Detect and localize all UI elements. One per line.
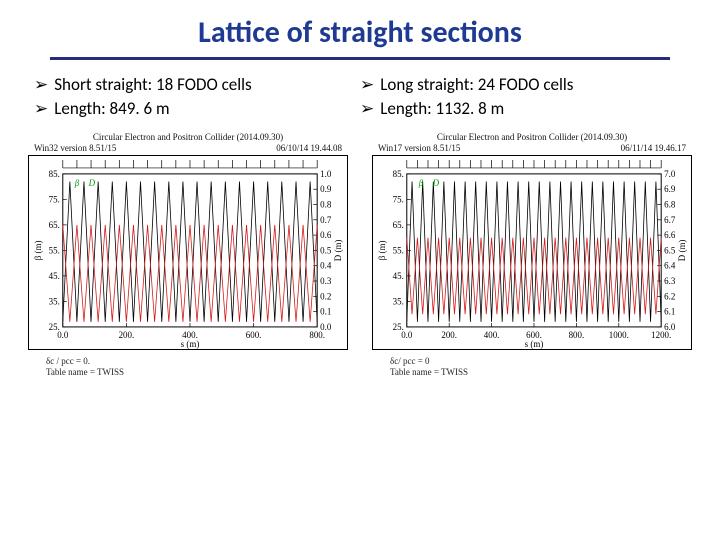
svg-text:6.6: 6.6 bbox=[664, 230, 676, 240]
bullet-item: ➢ Length: 849. 6 m bbox=[34, 98, 360, 120]
page-title: Lattice of straight sections bbox=[0, 0, 720, 51]
chart-header-line: 06/10/14 19.44.08 bbox=[276, 143, 342, 153]
svg-text:β: β bbox=[418, 178, 424, 188]
svg-text:β (m): β (m) bbox=[377, 240, 387, 260]
chart-svg: 25.35.45.55.65.75.85.6.06.16.26.36.46.56… bbox=[373, 156, 691, 350]
chart-svg: 25.35.45.55.65.75.85.0.00.10.20.30.40.50… bbox=[29, 156, 347, 350]
chart-header-line: Circular Electron and Positron Collider … bbox=[28, 132, 348, 142]
svg-text:85.: 85. bbox=[393, 169, 404, 179]
bullet-text: Length: 1132. 8 m bbox=[380, 98, 504, 120]
bullet-text: Long straight: 24 FODO cells bbox=[380, 74, 573, 96]
chart-plot-area: 25.35.45.55.65.75.85.0.00.10.20.30.40.50… bbox=[28, 155, 348, 350]
svg-text:55.: 55. bbox=[49, 245, 60, 255]
svg-text:85.: 85. bbox=[49, 169, 60, 179]
chart-header-line: Win32 version 8.51/15 bbox=[34, 143, 116, 153]
svg-text:1.0: 1.0 bbox=[320, 169, 332, 179]
bullets-row: ➢ Short straight: 18 FODO cells ➢ Length… bbox=[0, 74, 720, 122]
chart-plot-area: 25.35.45.55.65.75.85.6.06.16.26.36.46.56… bbox=[372, 155, 692, 350]
svg-text:0.7: 0.7 bbox=[320, 215, 332, 225]
svg-text:1200.: 1200. bbox=[651, 330, 671, 340]
svg-text:45.: 45. bbox=[393, 271, 404, 281]
svg-text:6.9: 6.9 bbox=[664, 184, 676, 194]
svg-text:75.: 75. bbox=[49, 194, 60, 204]
bullet-arrow-icon: ➢ bbox=[34, 98, 48, 120]
chart-footer-line: Table name = TWISS bbox=[390, 367, 692, 378]
chart-right: Circular Electron and Positron Collider … bbox=[372, 132, 692, 378]
bullet-arrow-icon: ➢ bbox=[360, 74, 374, 96]
chart-footer-line: Table name = TWISS bbox=[46, 367, 348, 378]
svg-text:0.2: 0.2 bbox=[320, 291, 331, 301]
svg-text:65.: 65. bbox=[393, 220, 404, 230]
svg-text:55.: 55. bbox=[393, 245, 404, 255]
chart-header-line: Circular Electron and Positron Collider … bbox=[372, 132, 692, 142]
title-underline bbox=[50, 57, 670, 60]
svg-text:600.: 600. bbox=[246, 330, 262, 340]
chart-footer-line: δc / pcc = 0. bbox=[46, 356, 348, 367]
bullet-arrow-icon: ➢ bbox=[34, 74, 48, 96]
svg-text:35.: 35. bbox=[393, 296, 404, 306]
chart-footer: δc/ pcc = 0 Table name = TWISS bbox=[372, 356, 692, 379]
svg-text:6.8: 6.8 bbox=[664, 199, 676, 209]
svg-text:6.7: 6.7 bbox=[664, 215, 676, 225]
svg-text:800.: 800. bbox=[569, 330, 585, 340]
svg-text:D: D bbox=[432, 178, 440, 188]
svg-text:D (m): D (m) bbox=[333, 239, 343, 261]
svg-text:200.: 200. bbox=[441, 330, 457, 340]
svg-text:45.: 45. bbox=[49, 271, 60, 281]
svg-text:0.9: 0.9 bbox=[320, 184, 332, 194]
svg-text:0.5: 0.5 bbox=[320, 245, 332, 255]
chart-footer: δc / pcc = 0. Table name = TWISS bbox=[28, 356, 348, 379]
svg-text:s (m): s (m) bbox=[181, 339, 200, 349]
bullet-arrow-icon: ➢ bbox=[360, 98, 374, 120]
bullets-left: ➢ Short straight: 18 FODO cells ➢ Length… bbox=[34, 74, 360, 122]
chart-footer-line: δc/ pcc = 0 bbox=[390, 356, 692, 367]
chart-header: Circular Electron and Positron Collider … bbox=[28, 132, 348, 153]
svg-text:800.: 800. bbox=[309, 330, 325, 340]
svg-text:D: D bbox=[88, 178, 96, 188]
svg-text:0.8: 0.8 bbox=[320, 199, 332, 209]
svg-text:0.3: 0.3 bbox=[320, 276, 332, 286]
bullet-item: ➢ Short straight: 18 FODO cells bbox=[34, 74, 360, 96]
svg-text:75.: 75. bbox=[393, 194, 404, 204]
svg-text:6.3: 6.3 bbox=[664, 276, 676, 286]
svg-text:β (m): β (m) bbox=[33, 240, 43, 260]
svg-text:s (m): s (m) bbox=[525, 339, 544, 349]
svg-text:0.4: 0.4 bbox=[320, 261, 332, 271]
svg-text:6.2: 6.2 bbox=[664, 291, 675, 301]
svg-text:65.: 65. bbox=[49, 220, 60, 230]
svg-text:200.: 200. bbox=[119, 330, 135, 340]
chart-header-line: Win17 version 8.51/15 bbox=[378, 143, 460, 153]
bullet-item: ➢ Length: 1132. 8 m bbox=[360, 98, 686, 120]
bullet-text: Length: 849. 6 m bbox=[54, 98, 169, 120]
svg-text:0.6: 0.6 bbox=[320, 230, 332, 240]
svg-text:0.0: 0.0 bbox=[57, 330, 69, 340]
svg-text:400.: 400. bbox=[484, 330, 500, 340]
svg-text:0.0: 0.0 bbox=[401, 330, 413, 340]
chart-left: Circular Electron and Positron Collider … bbox=[28, 132, 348, 378]
bullet-text: Short straight: 18 FODO cells bbox=[54, 74, 251, 96]
svg-text:7.0: 7.0 bbox=[664, 169, 676, 179]
svg-text:35.: 35. bbox=[49, 296, 60, 306]
svg-text:6.5: 6.5 bbox=[664, 245, 676, 255]
bullet-item: ➢ Long straight: 24 FODO cells bbox=[360, 74, 686, 96]
bullets-right: ➢ Long straight: 24 FODO cells ➢ Length:… bbox=[360, 74, 686, 122]
svg-text:0.1: 0.1 bbox=[320, 306, 331, 316]
svg-text:D (m): D (m) bbox=[677, 239, 687, 261]
svg-text:6.4: 6.4 bbox=[664, 261, 676, 271]
svg-text:1000.: 1000. bbox=[609, 330, 629, 340]
svg-text:β: β bbox=[74, 178, 80, 188]
chart-header: Circular Electron and Positron Collider … bbox=[372, 132, 692, 153]
svg-text:6.1: 6.1 bbox=[664, 306, 675, 316]
charts-row: Circular Electron and Positron Collider … bbox=[0, 122, 720, 378]
chart-header-line: 06/11/14 19.46.17 bbox=[621, 143, 686, 153]
